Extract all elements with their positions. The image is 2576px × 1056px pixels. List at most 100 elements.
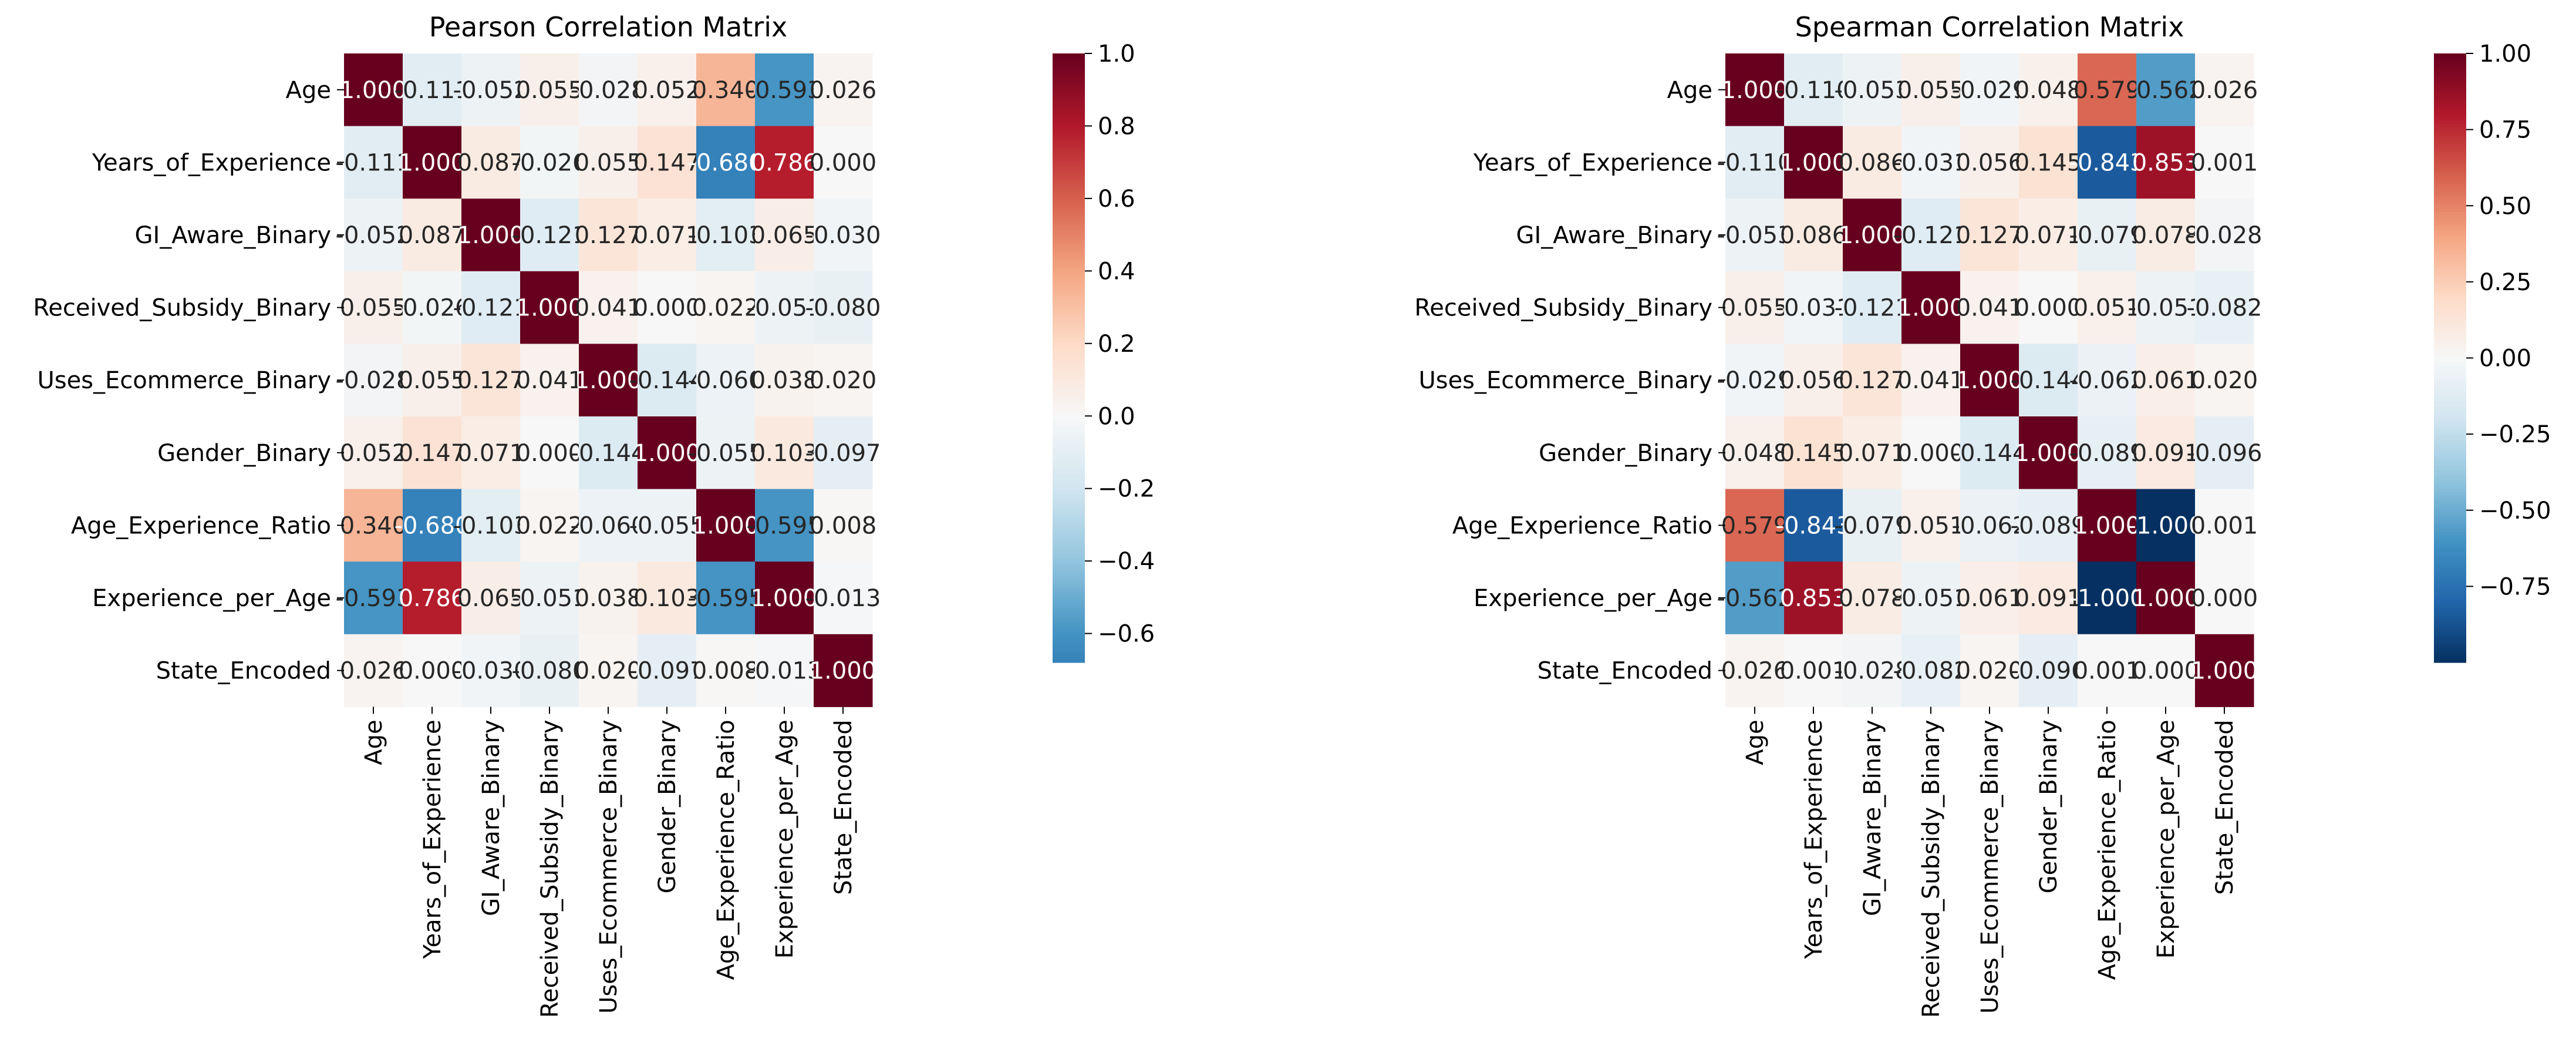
- colorbar-segment: [2434, 559, 2466, 563]
- colorbar-segment: [1053, 610, 1085, 614]
- colorbar-segment: [1053, 291, 1085, 295]
- colorbar-segment: [2434, 495, 2466, 499]
- heatmap-cell: [696, 199, 756, 272]
- colorbar-segment: [2434, 80, 2466, 85]
- colorbar-segment: [2434, 184, 2466, 188]
- heatmap-cell: [461, 489, 521, 562]
- cell-annotation: 0.055: [340, 295, 407, 322]
- cell-annotation: 0.087: [457, 149, 525, 176]
- y-tick-label: Age_Experience_Ratio: [1452, 512, 1712, 539]
- heatmap-cell: [579, 126, 638, 199]
- colorbar-segment: [1053, 80, 1085, 85]
- cell-annotation: 0.001: [1780, 658, 1847, 685]
- colorbar-segment: [1053, 105, 1085, 109]
- cell-annotation: 1.000: [2191, 658, 2258, 685]
- heatmap-cell: [2195, 416, 2254, 490]
- cell-annotation: 0.001: [2191, 149, 2258, 176]
- cell-annotation: -0.121: [1893, 222, 1969, 249]
- colorbar-segment: [1053, 129, 1085, 133]
- heatmap-cell: [579, 344, 638, 417]
- colorbar-segment: [1053, 303, 1085, 307]
- heatmap-cell: [1784, 561, 1843, 635]
- colorbar-segment: [2434, 324, 2466, 328]
- colorbar-segment: [2434, 196, 2466, 200]
- y-tick-label: Received_Subsidy_Binary: [1414, 295, 1712, 322]
- colorbar-segment: [1053, 422, 1085, 426]
- colorbar-segment: [1053, 635, 1085, 639]
- colorbar-segment: [1053, 367, 1085, 371]
- cell-annotation: 0.786: [399, 585, 466, 612]
- cell-annotation: 0.048: [1721, 440, 1789, 467]
- colorbar-segment: [1053, 217, 1085, 221]
- cell-annotation: -0.843: [1776, 512, 1852, 539]
- colorbar-segment: [2434, 303, 2466, 307]
- y-tick-label: Uses_Ecommerce_Binary: [1418, 367, 1712, 394]
- colorbar-segment: [1053, 434, 1085, 438]
- colorbar-segment: [2434, 464, 2466, 468]
- colorbar-segment: [2434, 583, 2466, 587]
- colorbar-segment: [2434, 553, 2466, 557]
- colorbar-segment: [2434, 647, 2466, 651]
- cell-annotation: -0.111: [395, 77, 470, 104]
- cell-annotation: 0.086: [1839, 149, 1906, 176]
- cell-annotation: -0.030: [453, 658, 529, 685]
- heatmap-cell: [461, 199, 521, 272]
- heatmap-cell: [2019, 561, 2078, 635]
- colorbar-segment: [1053, 540, 1085, 544]
- colorbar-segment: [1053, 196, 1085, 200]
- cell-annotation: -0.013: [747, 658, 822, 685]
- cell-annotation: -0.028: [1835, 658, 1910, 685]
- colorbar-segment: [1053, 211, 1085, 216]
- colorbar-segment: [1053, 72, 1085, 75]
- colorbar-segment: [2434, 327, 2466, 331]
- colorbar-segment: [1053, 561, 1085, 566]
- cell-annotation: -0.028: [571, 77, 646, 104]
- heatmap-cell: [520, 271, 579, 344]
- heatmap-cell: [696, 561, 756, 635]
- colorbar-segment: [2434, 214, 2466, 218]
- cell-annotation: 0.000: [1897, 440, 1965, 467]
- heatmap-cell: [2136, 126, 2196, 199]
- colorbar-segment: [1053, 242, 1085, 246]
- colorbar-segment: [2434, 123, 2466, 127]
- colorbar-segment: [2434, 528, 2466, 532]
- heatmap-cell: [1843, 53, 1902, 127]
- colorbar-segment: [1053, 318, 1085, 322]
- y-tick-label: Years_of_Experience: [1473, 149, 1712, 176]
- heatmap-cell: [2019, 199, 2078, 272]
- heatmap-cell: [520, 634, 579, 707]
- cell-annotation: -0.053: [1835, 77, 1910, 104]
- colorbar-segment: [1053, 120, 1085, 124]
- heatmap-cell: [814, 126, 873, 199]
- heatmap-cell: [2136, 634, 2196, 707]
- colorbar-segment: [2434, 592, 2466, 596]
- colorbar-segment: [2434, 489, 2466, 493]
- cell-annotation: -0.026: [512, 149, 588, 176]
- cell-annotation: 0.091: [2015, 585, 2082, 612]
- colorbar-segment: [2434, 385, 2466, 389]
- colorbar-segment: [1053, 294, 1085, 298]
- cell-annotation: 0.051: [1897, 512, 1965, 539]
- cell-annotation: 1.000: [1839, 222, 1906, 249]
- heatmap-cell: [696, 126, 756, 199]
- cell-annotation: -0.079: [1835, 512, 1910, 539]
- heatmap-cell: [1901, 634, 1961, 707]
- colorbar-segment: [1053, 534, 1085, 539]
- cell-annotation: -0.562: [1717, 585, 1793, 612]
- colorbar-segment: [1053, 147, 1085, 152]
- heatmap-cell: [403, 416, 462, 490]
- cell-annotation: 0.103: [633, 585, 701, 612]
- colorbar-segment: [2434, 507, 2466, 511]
- cell-annotation: -0.595: [688, 585, 764, 612]
- colorbar-segment: [2434, 601, 2466, 606]
- heatmap-cell: [403, 489, 462, 562]
- colorbar-segment: [2434, 391, 2466, 395]
- colorbar-segment: [2434, 443, 2466, 447]
- heatmap-cell: [814, 271, 873, 344]
- colorbar-segment: [1053, 470, 1085, 475]
- y-tick-label: State_Encoded: [1537, 658, 1712, 685]
- heatmap-cell: [2019, 271, 2078, 344]
- colorbar-segment: [2434, 163, 2466, 167]
- cell-annotation: -0.082: [1893, 658, 1969, 685]
- colorbar-segment: [1053, 187, 1085, 191]
